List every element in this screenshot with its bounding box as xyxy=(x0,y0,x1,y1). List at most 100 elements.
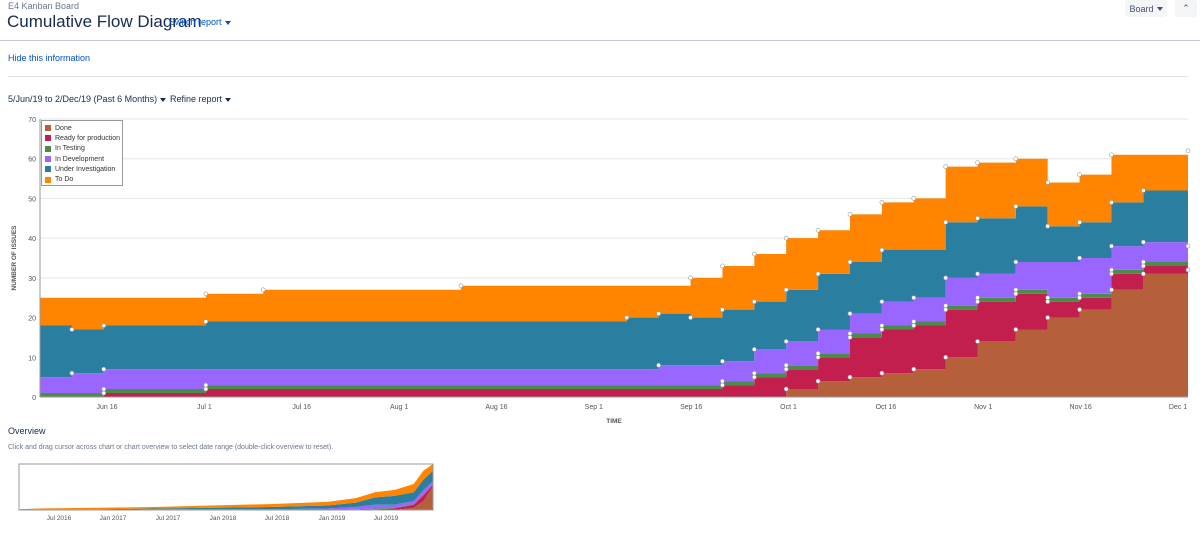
data-point[interactable] xyxy=(879,247,885,253)
data-point[interactable] xyxy=(720,263,725,269)
data-point[interactable] xyxy=(879,327,885,332)
data-point[interactable] xyxy=(975,215,980,221)
hide-information-link[interactable]: Hide this information xyxy=(8,53,91,63)
data-point[interactable] xyxy=(1109,287,1114,293)
legend-item[interactable]: To Do xyxy=(45,174,119,184)
cumulative-flow-chart[interactable]: 0 10 20 30 40 50 60 70 Jun 16 Jul 1 Jul 16 Aug 1 Aug… xyxy=(0,110,1200,426)
data-point[interactable] xyxy=(911,366,917,372)
data-point[interactable] xyxy=(69,327,75,332)
data-point[interactable] xyxy=(1013,291,1019,297)
data-point[interactable] xyxy=(752,374,757,380)
data-point[interactable] xyxy=(943,307,948,312)
data-point[interactable] xyxy=(879,323,885,328)
data-point[interactable] xyxy=(911,323,917,328)
data-point[interactable] xyxy=(1013,327,1019,332)
data-point[interactable] xyxy=(1141,188,1146,193)
overview-chart[interactable]: Jul 2016 Jan 2017 Jul 2017 Jan 2018 Jul 2018… xyxy=(0,460,450,530)
data-point[interactable] xyxy=(101,323,107,328)
data-point[interactable] xyxy=(624,315,630,320)
data-point[interactable] xyxy=(911,319,917,324)
data-point[interactable] xyxy=(815,227,821,233)
data-point[interactable] xyxy=(943,275,948,281)
data-point[interactable] xyxy=(1109,200,1114,205)
data-point[interactable] xyxy=(203,319,209,324)
data-point[interactable] xyxy=(1013,156,1019,162)
data-point[interactable] xyxy=(975,299,980,304)
data-point[interactable] xyxy=(1141,263,1146,269)
data-point[interactable] xyxy=(1045,315,1050,320)
data-point[interactable] xyxy=(656,362,661,368)
data-point[interactable] xyxy=(1185,243,1191,249)
data-point[interactable] xyxy=(815,271,821,277)
data-point[interactable] xyxy=(975,271,980,277)
data-point[interactable] xyxy=(783,339,789,344)
data-point[interactable] xyxy=(783,386,789,392)
data-point[interactable] xyxy=(720,358,725,364)
legend-item[interactable]: Ready for production xyxy=(45,133,120,143)
data-point[interactable] xyxy=(847,311,853,316)
data-point[interactable] xyxy=(1045,223,1050,229)
switch-report-dropdown[interactable]: Switch report xyxy=(169,17,231,27)
data-point[interactable] xyxy=(847,374,853,380)
legend-item[interactable]: Done xyxy=(45,123,119,133)
data-point[interactable] xyxy=(101,390,107,396)
data-point[interactable] xyxy=(1109,243,1114,249)
data-point[interactable] xyxy=(203,386,209,392)
data-point[interactable] xyxy=(783,287,789,293)
data-point[interactable] xyxy=(975,160,980,165)
data-point[interactable] xyxy=(783,362,789,368)
data-point[interactable] xyxy=(1077,291,1082,297)
data-point[interactable] xyxy=(1185,148,1191,154)
data-point[interactable] xyxy=(815,354,821,360)
data-point[interactable] xyxy=(1077,307,1082,312)
data-point[interactable] xyxy=(752,370,757,376)
data-point[interactable] xyxy=(783,366,789,372)
data-point[interactable] xyxy=(943,219,948,225)
data-point[interactable] xyxy=(1109,271,1114,277)
data-point[interactable] xyxy=(1077,295,1082,301)
data-point[interactable] xyxy=(752,251,757,257)
data-point[interactable] xyxy=(911,196,917,201)
data-point[interactable] xyxy=(1045,299,1050,304)
board-button[interactable]: Board xyxy=(1125,0,1167,17)
data-point[interactable] xyxy=(943,164,948,169)
data-point[interactable] xyxy=(101,386,107,392)
data-point[interactable] xyxy=(1077,219,1082,225)
data-point[interactable] xyxy=(720,307,725,312)
data-point[interactable] xyxy=(943,354,948,360)
legend-item[interactable]: Under Investigation xyxy=(45,164,119,174)
data-point[interactable] xyxy=(1141,271,1146,277)
date-range-dropdown[interactable]: 5/Jun/19 to 2/Dec/19 (Past 6 Months) xyxy=(8,94,167,104)
legend-item[interactable]: In Development xyxy=(45,154,119,164)
data-point[interactable] xyxy=(752,347,757,352)
data-point[interactable] xyxy=(688,315,693,320)
data-point[interactable] xyxy=(1109,152,1114,158)
data-point[interactable] xyxy=(1013,259,1019,265)
data-point[interactable] xyxy=(783,235,789,241)
data-point[interactable] xyxy=(975,339,980,344)
data-point[interactable] xyxy=(847,212,853,217)
data-point[interactable] xyxy=(720,382,725,388)
data-point[interactable] xyxy=(688,275,693,281)
data-point[interactable] xyxy=(847,335,853,340)
legend-item[interactable]: In Testing xyxy=(45,144,119,154)
data-point[interactable] xyxy=(1045,180,1050,185)
data-point[interactable] xyxy=(879,200,885,205)
data-point[interactable] xyxy=(879,299,885,304)
data-point[interactable] xyxy=(101,366,107,372)
data-point[interactable] xyxy=(720,378,725,384)
data-point[interactable] xyxy=(975,295,980,301)
data-point[interactable] xyxy=(260,287,266,293)
data-point[interactable] xyxy=(203,291,209,297)
data-point[interactable] xyxy=(1109,267,1114,273)
data-point[interactable] xyxy=(1141,239,1146,245)
data-point[interactable] xyxy=(943,303,948,308)
data-point[interactable] xyxy=(752,299,757,304)
collapse-button[interactable]: ⌃ xyxy=(1175,0,1197,17)
data-point[interactable] xyxy=(815,378,821,384)
data-point[interactable] xyxy=(1013,287,1019,293)
data-point[interactable] xyxy=(1185,267,1191,273)
data-point[interactable] xyxy=(1013,204,1019,209)
data-point[interactable] xyxy=(911,295,917,301)
data-point[interactable] xyxy=(879,370,885,376)
